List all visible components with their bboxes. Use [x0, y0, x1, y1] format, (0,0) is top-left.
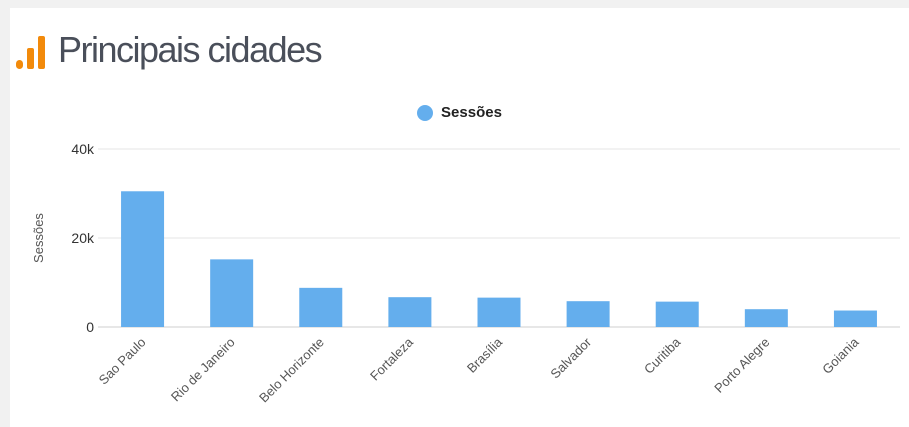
x-tick-label: Salvador — [547, 334, 594, 381]
x-tick-label: Fortaleza — [367, 334, 416, 383]
x-tick-label: Goiania — [819, 334, 862, 377]
x-tick-label: Curitiba — [641, 334, 684, 377]
x-tick-label: Sao Paulo — [96, 335, 149, 388]
chart-legend[interactable]: Sessões — [10, 104, 909, 121]
y-tick-label: 20k — [71, 230, 95, 246]
bar-chart-logo-icon — [16, 36, 45, 69]
legend-swatch — [417, 104, 434, 121]
x-tick-label: Porto Alegre — [711, 335, 772, 396]
chart-card: Principais cidades Sessões 0 20k 40k Sessõe… — [10, 8, 909, 427]
legend-label: Sessões — [441, 104, 502, 121]
bar[interactable] — [121, 191, 165, 327]
x-tick-label: Brasília — [464, 334, 506, 376]
bar[interactable] — [388, 297, 432, 327]
y-axis-title: Sessões — [31, 213, 46, 263]
bar[interactable] — [477, 297, 521, 327]
bar-chart: 0 20k 40k Sessões Sao Paulo Rio de Janeiro Bel… — [31, 141, 900, 406]
bar[interactable] — [210, 259, 254, 327]
bar[interactable] — [655, 301, 699, 327]
page-title: Principais cidades — [58, 29, 323, 70]
x-tick-label: Rio de Janeiro — [168, 335, 238, 405]
bar[interactable] — [566, 301, 610, 327]
bar[interactable] — [833, 310, 877, 327]
y-tick-label: 0 — [86, 319, 94, 335]
bar[interactable] — [299, 287, 343, 327]
bar[interactable] — [744, 309, 788, 327]
x-tick-label: Belo Horizonte — [256, 335, 327, 406]
header: Principais cidades — [14, 28, 323, 72]
y-tick-label: 40k — [71, 141, 95, 157]
